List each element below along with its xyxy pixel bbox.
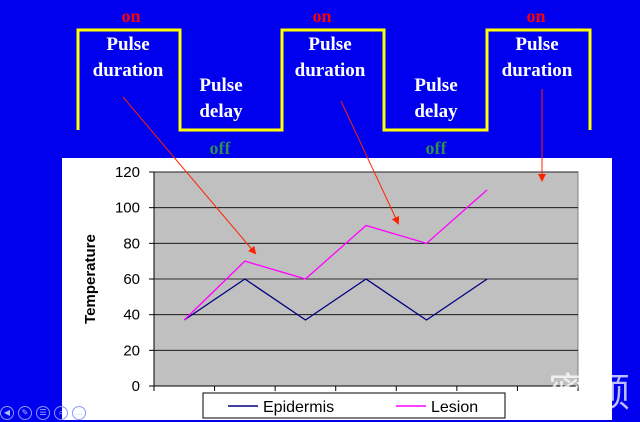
pulse-duration-label-3-line1: Pulse <box>515 34 558 55</box>
on-label-1: on <box>121 6 140 26</box>
on-label-2: on <box>312 6 331 26</box>
y-tick-label: 40 <box>123 307 140 324</box>
on-label-3: on <box>526 6 545 26</box>
more-icon[interactable]: … <box>72 406 86 420</box>
y-tick-label: 100 <box>115 200 140 217</box>
pulse-duration-label-1-line1: Pulse <box>106 34 149 55</box>
pulse-delay-label-2-line1: Pulse <box>414 75 457 96</box>
slideshow-toolbar: ◀ ✎ ☰ ⌕ … <box>0 404 90 422</box>
y-tick-label: 120 <box>115 164 140 181</box>
y-tick-label: 80 <box>123 235 140 252</box>
annotation-arrow-1 <box>122 96 257 255</box>
pulse-waveform <box>76 28 592 132</box>
pulse-delay-label-1-line2: delay <box>199 101 243 122</box>
annotation-arrow-2 <box>340 100 400 225</box>
pulse-duration-label-2-line2: duration <box>295 60 366 81</box>
zoom-icon[interactable]: ⌕ <box>54 406 68 420</box>
pulse-duration-label-1-line2: duration <box>93 60 164 81</box>
pulse-duration-label-3-line2: duration <box>502 60 573 81</box>
y-tick-label: 60 <box>123 271 140 288</box>
off-label-1: off <box>210 138 232 158</box>
y-tick-label: 20 <box>123 342 140 359</box>
legend-epidermis-label: Epidermis <box>263 399 334 416</box>
prev-slide-icon[interactable]: ◀ <box>0 406 14 420</box>
watermark-logo: 蜜颜 <box>548 370 632 416</box>
series-line-lesion <box>183 189 488 321</box>
off-label-2: off <box>426 138 448 158</box>
legend-lesion-label: Lesion <box>431 399 478 416</box>
y-tick-label: 0 <box>132 378 140 395</box>
pulse-delay-label-2-line2: delay <box>414 101 458 122</box>
pulse-delay-label-1-line1: Pulse <box>199 75 242 96</box>
series-line-epidermis <box>183 278 488 321</box>
pen-icon[interactable]: ✎ <box>18 406 32 420</box>
menu-icon[interactable]: ☰ <box>36 406 50 420</box>
y-axis-title: Temperature <box>82 234 99 324</box>
pulse-duration-label-2-line1: Pulse <box>308 34 351 55</box>
